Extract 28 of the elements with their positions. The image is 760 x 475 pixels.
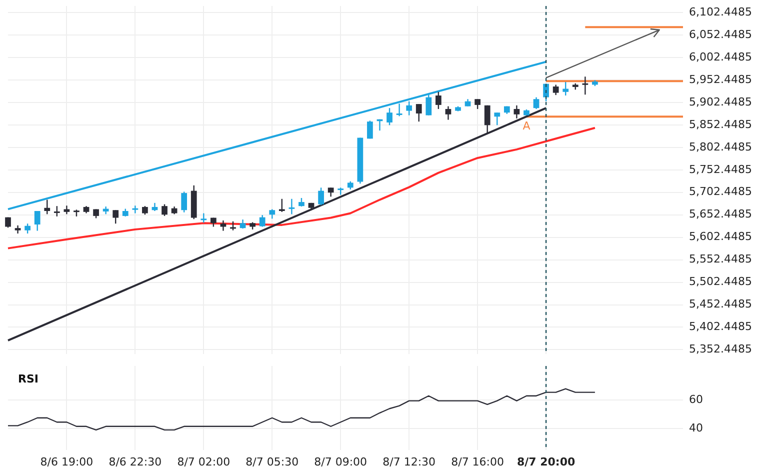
- x-tick-label: 8/7 12:30: [382, 455, 436, 468]
- text: RSI: [18, 372, 38, 386]
- x-tick-label: 8/6 22:30: [108, 455, 162, 468]
- x-tick-label: 8/7 20:00: [516, 455, 576, 468]
- x-tick-label: 8/7 16:00: [451, 455, 504, 468]
- y-tick-label: 5,752.4485: [689, 162, 752, 176]
- y-tick-label: 5,602.4485: [689, 230, 752, 244]
- y-tick-label: 5,652.4485: [689, 208, 752, 221]
- x-tick-label: 8/7 09:00: [314, 455, 368, 468]
- y-tick-label: 5,902.4485: [689, 95, 752, 108]
- y-tick-label: 5,402.4485: [689, 320, 752, 334]
- y-tick-label: 60: [689, 392, 703, 406]
- x-tick-label: 8/7 02:00: [177, 455, 230, 468]
- x-tick-label: 8/7 05:30: [246, 455, 299, 468]
- y-tick-label: 5,852.4485: [689, 118, 752, 131]
- y-tick-label: 40: [689, 421, 703, 434]
- y-tick-label: 5,452.4485: [689, 298, 752, 311]
- y-tick-label: 6,052.4485: [689, 28, 752, 41]
- annotation: A: [522, 119, 531, 132]
- y-tick-label: 6,002.4485: [689, 50, 752, 64]
- y-tick-label: 6,102.4485: [689, 5, 752, 18]
- y-tick-label: 5,552.4485: [689, 252, 752, 266]
- y-tick-label: 5,952.4485: [689, 72, 752, 86]
- y-tick-label: 5,702.4485: [689, 185, 752, 198]
- x-tick-label: 8/6 19:00: [40, 455, 94, 468]
- y-tick-label: 5,352.4485: [689, 342, 752, 356]
- y-tick-label: 5,502.4485: [689, 275, 752, 288]
- y-tick-label: 5,802.4485: [689, 140, 752, 154]
